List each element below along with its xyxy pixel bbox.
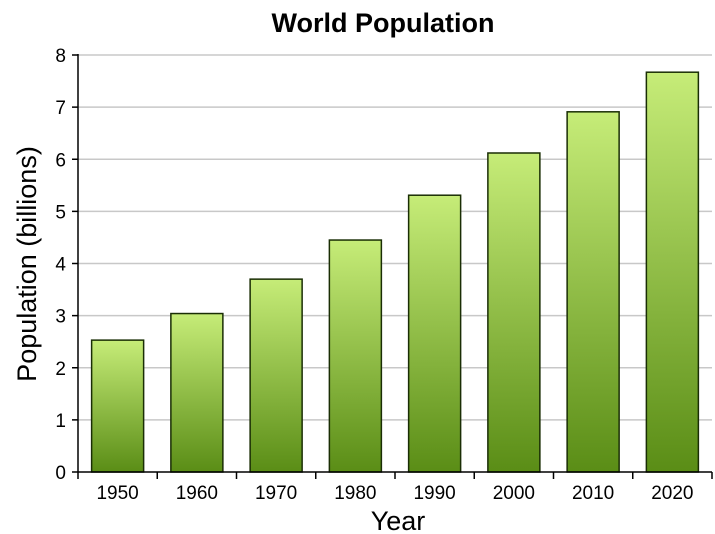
y-tick-label: 6 bbox=[55, 150, 66, 171]
x-tick-label: 1960 bbox=[176, 483, 218, 504]
bars bbox=[90, 71, 700, 473]
x-tick-label: 1970 bbox=[255, 483, 297, 504]
x-tick-label: 1950 bbox=[96, 483, 138, 504]
bar-1990 bbox=[407, 194, 462, 473]
y-tick-label: 5 bbox=[55, 202, 66, 223]
x-axis-ticks: 1950 1960 1970 1980 1990 2000 2010 2020 bbox=[77, 472, 713, 504]
x-tick-label: 1990 bbox=[413, 483, 455, 504]
y-tick-label: 0 bbox=[55, 463, 66, 484]
x-tick-label: 2010 bbox=[572, 483, 614, 504]
y-axis-label: Population (billions) bbox=[12, 146, 42, 382]
y-tick-label: 8 bbox=[55, 46, 66, 67]
y-tick-label: 2 bbox=[55, 359, 66, 380]
bar-1970 bbox=[249, 278, 303, 473]
x-tick-label: 2020 bbox=[651, 483, 693, 504]
x-axis-label: Year bbox=[371, 506, 426, 534]
bar-1980 bbox=[328, 239, 383, 473]
y-axis-ticks: 0 1 2 3 4 5 6 7 8 bbox=[55, 46, 78, 484]
bar-2020 bbox=[645, 71, 700, 473]
bar-2010 bbox=[566, 111, 620, 473]
chart-title: World Population bbox=[272, 8, 495, 38]
y-tick-label: 4 bbox=[55, 255, 66, 276]
bar-1960 bbox=[170, 312, 224, 473]
x-tick-label: 2000 bbox=[493, 483, 535, 504]
y-tick-label: 1 bbox=[55, 411, 66, 432]
y-tick-label: 7 bbox=[55, 98, 66, 119]
bar-1950 bbox=[90, 339, 145, 473]
y-tick-label: 3 bbox=[55, 307, 66, 328]
bar-2000 bbox=[487, 152, 541, 473]
x-tick-label: 1980 bbox=[334, 483, 376, 504]
